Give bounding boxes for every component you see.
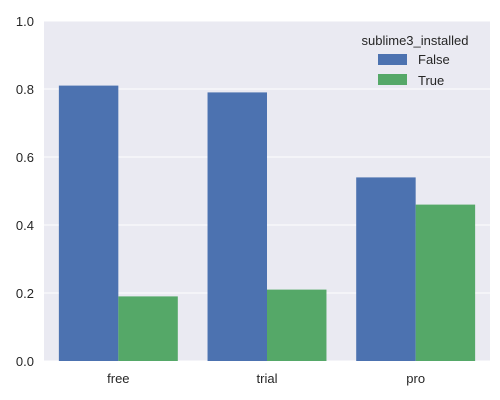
y-tick-label: 0.4 xyxy=(16,218,34,233)
y-tick-label: 0.6 xyxy=(16,150,34,165)
bar-pro-true xyxy=(415,204,476,361)
legend: sublime3_installed False True xyxy=(362,33,469,88)
x-tick-label: free xyxy=(107,371,129,386)
y-tick-label: 0.2 xyxy=(16,286,34,301)
y-tick-label: 1.0 xyxy=(16,14,34,29)
x-axis: free trial pro xyxy=(107,371,425,386)
bar-trial-false xyxy=(207,92,267,362)
legend-swatch-true xyxy=(378,74,407,85)
bars xyxy=(58,85,476,362)
bar-free-true xyxy=(118,296,178,361)
y-tick-label: 0.8 xyxy=(16,82,34,97)
legend-label-false: False xyxy=(418,52,450,67)
legend-label-true: True xyxy=(418,73,444,88)
bar-trial-true xyxy=(267,289,327,361)
bar-free-false xyxy=(58,85,119,361)
legend-title: sublime3_installed xyxy=(362,33,469,48)
y-axis: 0.0 0.2 0.4 0.6 0.8 1.0 xyxy=(16,14,34,369)
y-tick-label: 0.0 xyxy=(16,354,34,369)
x-tick-label: trial xyxy=(257,371,278,386)
legend-swatch-false xyxy=(378,54,407,65)
x-tick-label: pro xyxy=(406,371,425,386)
bar-pro-false xyxy=(356,177,416,361)
